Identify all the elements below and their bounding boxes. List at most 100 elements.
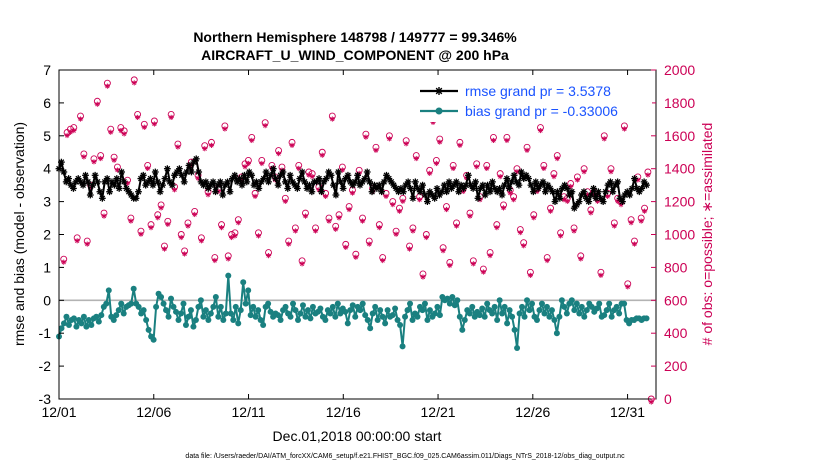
- rmse-point-stroke: [354, 172, 361, 179]
- rmse-point: [337, 178, 345, 186]
- obs-assimilated-marker-stroke: [504, 138, 510, 143]
- obs-assimilated-marker: [262, 123, 268, 129]
- rmse-point: [361, 175, 369, 182]
- bias-point: [519, 303, 526, 310]
- rmse-point: [464, 171, 472, 179]
- y-right-tick-label: 1800: [664, 95, 695, 111]
- obs-assimilated-marker-stroke: [484, 166, 489, 171]
- rmse-point-stroke: [626, 192, 633, 198]
- obs-assimilated-marker-stroke: [518, 230, 523, 235]
- obs-assimilated-marker: [480, 269, 486, 275]
- rmse-point-stroke: [106, 188, 113, 195]
- rmse-point: [286, 171, 294, 179]
- rmse-point-stroke: [417, 188, 424, 195]
- rmse-point-stroke: [260, 175, 267, 182]
- rmse-point: [135, 188, 142, 196]
- rmse-point-stroke: [528, 182, 534, 189]
- obs-assimilated-marker-stroke: [645, 172, 651, 178]
- obs-assimilated-marker-stroke: [390, 202, 395, 207]
- bias-point: [461, 317, 468, 324]
- rmse-point-stroke: [345, 172, 351, 179]
- obs-assimilated-marker-stroke: [330, 116, 335, 122]
- rmse-point: [168, 181, 176, 189]
- bias-point: [302, 313, 309, 320]
- rmse-point: [60, 168, 68, 176]
- bias-point: [287, 313, 294, 320]
- obs-assimilated-marker-stroke: [249, 138, 254, 143]
- bias-point: [419, 307, 426, 314]
- rmse-point: [188, 168, 195, 176]
- bias-point: [524, 297, 531, 304]
- rmse-point: [241, 171, 248, 179]
- obs-assimilated-marker: [232, 233, 238, 239]
- bias-point: [583, 307, 590, 314]
- bias-point: [344, 320, 351, 327]
- rmse-point-stroke: [643, 182, 650, 189]
- obs-assimilated-marker-stroke: [132, 80, 137, 86]
- obs-assimilated-marker: [326, 218, 332, 224]
- bias-point: [456, 313, 463, 320]
- obs-assimilated-marker-stroke: [310, 174, 315, 179]
- rmse-point: [503, 175, 511, 182]
- obs-assimilated-marker-stroke: [568, 184, 573, 189]
- bias-point: [407, 300, 414, 307]
- x-tick-label: 12/11: [232, 404, 266, 420]
- rmse-point: [575, 198, 583, 205]
- bias-point: [195, 303, 202, 310]
- rmse-point: [96, 188, 104, 196]
- rmse-point: [209, 178, 217, 186]
- obs-assimilated-marker: [511, 197, 517, 203]
- rmse-point-stroke: [82, 172, 89, 179]
- obs-assimilated-marker-stroke: [289, 143, 295, 148]
- obs-assimilated-marker-stroke: [293, 228, 298, 234]
- rmse-point-stroke: [109, 178, 115, 185]
- rmse-point: [626, 191, 634, 199]
- rmse-point-stroke: [479, 182, 486, 189]
- obs-assimilated-marker-stroke: [115, 167, 120, 173]
- bias-point: [160, 300, 167, 307]
- obs-assimilated-marker-stroke: [81, 154, 87, 160]
- rmse-point: [380, 178, 388, 186]
- rmse-point-stroke: [525, 175, 532, 182]
- obs-assimilated-marker: [192, 211, 198, 218]
- obs-assimilated-marker-stroke: [387, 136, 392, 141]
- rmse-point-stroke: [296, 175, 303, 182]
- rmse-point-stroke: [58, 159, 65, 165]
- rmse-point: [293, 185, 301, 192]
- obs-assimilated-marker-stroke: [444, 207, 449, 212]
- obs-assimilated-marker-stroke: [212, 258, 217, 263]
- obs-assimilated-marker-stroke: [91, 159, 97, 164]
- rmse-point-stroke: [487, 188, 493, 195]
- chart-title-line2: AIRCRAFT_U_WIND_COMPONENT @ 200 hPa: [201, 47, 509, 63]
- rmse-point: [378, 188, 386, 196]
- rmse-point-stroke: [164, 165, 171, 172]
- obs-assimilated-marker-stroke: [71, 128, 76, 133]
- obs-assimilated-marker-stroke: [511, 197, 516, 202]
- obs-assimilated-marker-stroke: [340, 167, 345, 173]
- obs-assimilated-marker: [578, 256, 584, 262]
- rmse-point: [452, 178, 460, 186]
- legend-box: [414, 78, 652, 122]
- bias-point: [359, 300, 366, 307]
- obs-assimilated-marker: [134, 114, 141, 121]
- rmse-point: [479, 181, 487, 189]
- obs-assimilated-marker-stroke: [276, 151, 281, 156]
- rmse-point: [315, 175, 323, 182]
- bias-point: [58, 325, 65, 332]
- y-tick-label: -3: [39, 391, 52, 407]
- rmse-point: [216, 178, 224, 186]
- obs-assimilated-marker: [628, 220, 634, 226]
- obs-assimilated-marker: [81, 154, 87, 160]
- obs-assimilated-marker: [487, 252, 493, 259]
- rmse-point: [185, 162, 193, 169]
- rmse-point: [106, 188, 113, 196]
- rmse-point-stroke: [378, 188, 385, 195]
- obs-assimilated-marker: [400, 198, 406, 204]
- obs-assimilated-marker-stroke: [397, 209, 402, 214]
- obs-assimilated-marker: [259, 160, 265, 167]
- bias-point: [275, 312, 282, 319]
- obs-assimilated-marker: [98, 155, 104, 162]
- rmse-point-stroke: [94, 178, 101, 185]
- bias-point: [372, 303, 379, 310]
- obs-assimilated-marker-stroke: [377, 225, 382, 230]
